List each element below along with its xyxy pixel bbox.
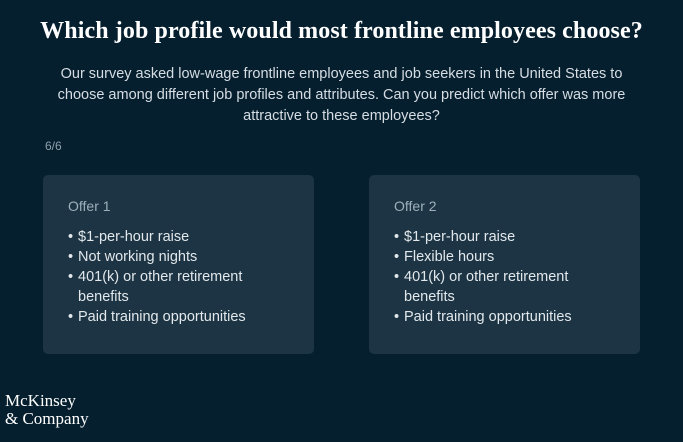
offer-2-card[interactable]: Offer 2 • $1-per-hour raise • Flexible hou… (369, 175, 640, 354)
page-subtitle: Our survey asked low-wage frontline empl… (57, 66, 626, 124)
list-item: • Paid training opportunities (68, 309, 246, 325)
list-item: • Paid training opportunities (394, 309, 572, 325)
list-item: • Flexible hours (394, 249, 495, 265)
list-item: • $1-per-hour raise (68, 229, 190, 245)
logo-line-1: McKinsey (5, 391, 76, 410)
offer-1-list: • $1-per-hour raise • Not working nights •… (68, 227, 294, 327)
offer-1-title: Offer 1 (68, 198, 111, 214)
page-title: Which job profile would most frontline e… (40, 18, 643, 44)
list-item: • Not working nights (68, 249, 198, 265)
offer-2-list: • $1-per-hour raise • Flexible hours • 401(… (394, 227, 620, 327)
list-item: • $1-per-hour raise (394, 229, 516, 245)
brand-logo: McKinsey & Company (5, 392, 89, 428)
list-item: • 401(k) or other retirement benefits (68, 269, 243, 305)
offer-2-title: Offer 2 (394, 198, 437, 214)
list-item: • 401(k) or other retirement benefits (394, 269, 569, 305)
offer-1-card[interactable]: Offer 1 • $1-per-hour raise • Not working … (43, 175, 314, 354)
logo-line-2: & Company (5, 409, 89, 428)
question-counter: 6/6 (45, 139, 62, 153)
